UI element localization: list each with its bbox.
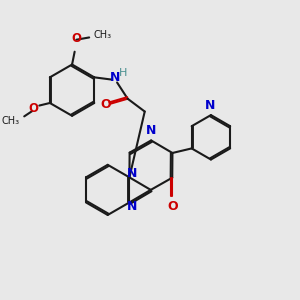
Text: N: N <box>127 167 137 180</box>
Text: O: O <box>71 32 81 45</box>
Text: O: O <box>100 98 111 111</box>
Text: O: O <box>28 102 38 115</box>
Text: N: N <box>110 71 120 84</box>
Text: N: N <box>205 99 215 112</box>
Text: N: N <box>146 124 156 137</box>
Text: CH₃: CH₃ <box>2 116 20 126</box>
Text: O: O <box>167 200 178 214</box>
Text: CH₃: CH₃ <box>94 30 112 40</box>
Text: H: H <box>118 68 127 78</box>
Text: N: N <box>127 200 137 213</box>
